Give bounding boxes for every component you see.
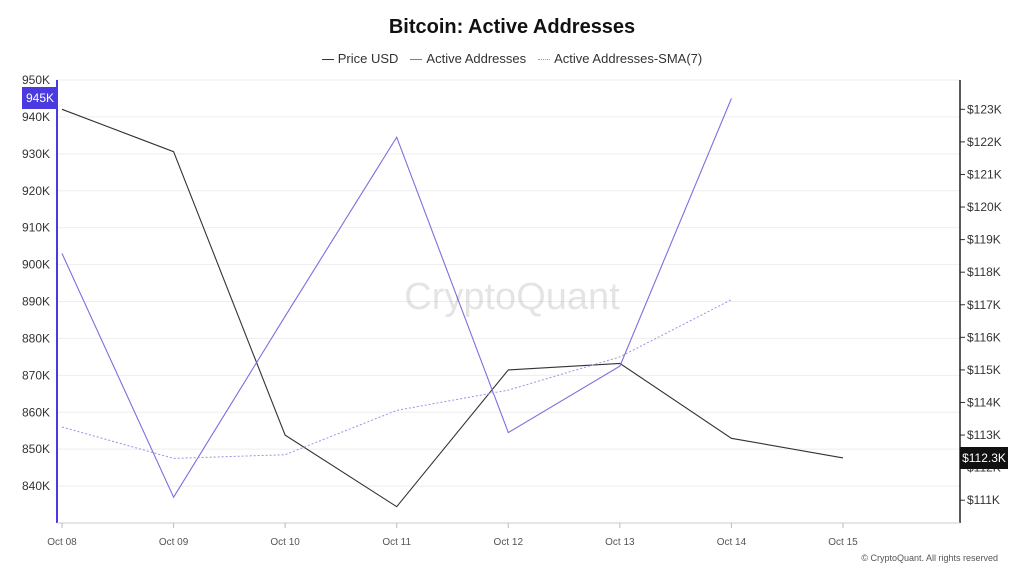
left-axis-tick-label: 880K [22,331,50,345]
x-axis-tick-label: Oct 09 [159,537,189,548]
right-axis-tick-label: $120K [967,200,1002,214]
legend-item[interactable]: Active Addresses [410,51,526,66]
active-addresses-current-value-badge: 945K [22,87,58,110]
left-axis-tick-label: 920K [22,184,50,198]
legend-item[interactable]: Price USD [321,51,399,67]
left-axis-tick-label: 850K [22,442,50,456]
active-addresses-line [61,98,732,499]
right-axis-tick-label: $115K [967,363,1001,377]
grid-layer [57,79,960,487]
x-axis-tick-label: Oct 08 [47,537,77,548]
watermark: CryptoQuant [404,276,620,318]
x-axis-tick-label: Oct 15 [828,537,858,548]
right-axis-tick-label: $116K [967,330,1001,344]
left-axis-tick-label: 890K [22,295,50,309]
x-axis-tick-label: Oct 10 [270,537,300,548]
right-axis-tick-label: $113K [967,428,1001,442]
series-layer [61,98,844,508]
legend-label: Active Addresses [426,51,527,67]
x-axis-tick-label: Oct 11 [382,537,411,548]
left-axis-tick-label: 840K [22,479,50,493]
legend-item[interactable]: Active Addresses-SMA(7) [538,51,702,66]
right-axis-tick-label: $121K [967,167,1002,181]
price-usd-line [61,108,844,508]
chart-legend: Price USD Active Addresses Active Addresse… [0,50,1024,66]
copyright-text: © CryptoQuant. All rights reserved [861,553,998,563]
right-axis-tick-label: $122K [967,135,1002,149]
left-axis-tick-label: 910K [22,221,50,235]
legend-swatch [410,59,423,61]
left-axis-tick-label: 870K [22,368,50,382]
left-axis-tick-label: 930K [22,147,50,161]
legend-swatch [538,59,551,61]
price-current-value-badge: $112.3K [960,446,1008,469]
tick-label-layer: 840K 850K 860K 870K 880K 890K 900K 910K 920K 930K… [22,73,1002,548]
right-axis-tick-label: $118K [967,265,1001,279]
left-axis-tick-label: 950K [22,73,50,87]
left-axis-tick-label: 900K [22,258,50,272]
chart-title: Bitcoin: Active Addresses [388,16,636,38]
right-axis-tick-label: $114K [967,395,1001,409]
x-axis-tick-label: Oct 13 [605,537,635,548]
legend-label: Active Addresses-SMA(7) [554,51,703,67]
x-axis-tick-label: Oct 12 [494,537,524,548]
right-axis-tick-label: $117K [967,298,1001,312]
legend-swatch [321,59,334,61]
legend-label: Price USD [337,51,399,67]
left-axis-tick-label: 940K [22,110,50,124]
right-axis-tick-label: $119K [967,233,1001,247]
x-axis-tick-label: Oct 14 [717,537,747,548]
right-axis-tick-label: $111K [967,493,1000,507]
left-axis-tick-label: 860K [22,405,50,419]
right-axis-tick-label: $123K [967,102,1002,116]
active-addresses-sma-7-line [61,299,732,459]
